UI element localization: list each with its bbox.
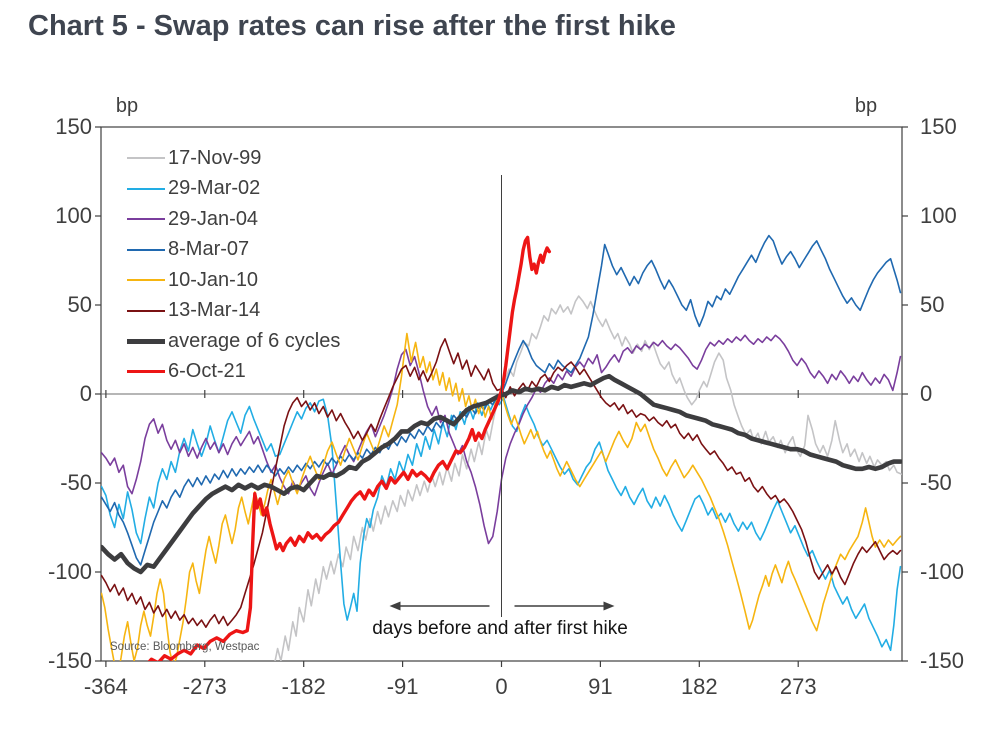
before-after-arrows: [389, 601, 615, 611]
legend-label: 10-Jan-10: [168, 268, 259, 291]
y-tick-label-left: 50: [67, 292, 92, 317]
x-tick-label: -364: [83, 674, 128, 699]
x-tick-label: 0: [495, 674, 508, 699]
y-tick-label-right: -50: [920, 470, 952, 495]
legend-swatch: [127, 309, 165, 312]
series-line-6-Oct-21: [147, 235, 551, 661]
legend-swatch: [127, 187, 165, 190]
axis-ticks: [95, 126, 908, 667]
y-tick-label-right: -150: [920, 648, 965, 673]
legend-swatch: [127, 218, 165, 220]
source-note: Source: Bloomberg, Westpac: [110, 641, 260, 653]
y-axis-unit-left: bp: [115, 95, 139, 117]
legend-label: 8-Mar-07: [168, 238, 250, 260]
legend-label: 17-Nov-99: [168, 146, 262, 169]
legend-label: 29-Jan-04: [168, 207, 259, 230]
y-axis-unit-right: bp: [854, 95, 878, 117]
y-tick-label-left: -50: [60, 470, 92, 495]
legend-label: 6-Oct-21: [168, 360, 246, 382]
legend-swatch: [127, 248, 165, 251]
y-tick-label-left: -150: [47, 648, 92, 673]
legend-label: 29-Mar-02: [168, 177, 261, 199]
legend-item-10-Jan-10: 10-Jan-10: [127, 267, 258, 293]
y-tick-label-right: 100: [920, 203, 957, 228]
legend-item-29-Mar-02: 29-Mar-02: [127, 176, 260, 202]
series-line-29-Mar-02: [101, 396, 902, 652]
legend-item-29-Jan-04: 29-Jan-04: [127, 206, 258, 232]
legend-label: 13-Mar-14: [168, 299, 261, 321]
y-tick-label-left: 100: [55, 203, 92, 228]
annotation-days-before-after: days before and after first hike: [372, 618, 628, 639]
series-line-8-Mar-07: [101, 234, 902, 566]
legend-swatch: [127, 338, 165, 344]
y-tick-label-right: 50: [920, 292, 945, 317]
x-tick-label: -91: [386, 674, 419, 699]
legend-swatch: [127, 279, 165, 281]
series-line-10-Jan-10: [101, 332, 902, 661]
series-line-17-Nov-99: [274, 295, 902, 661]
series-lines: [101, 234, 902, 661]
series-line-average-of-6-cycles: [101, 373, 902, 575]
legend-item-13-Mar-14: 13-Mar-14: [127, 298, 260, 324]
x-tick-label: 273: [779, 674, 817, 699]
y-tick-label-left: 150: [55, 114, 92, 139]
y-tick-label-left: -100: [47, 559, 92, 584]
x-tick-label: 91: [588, 674, 613, 699]
x-tick-label: -182: [281, 674, 326, 699]
y-tick-label-left: 0: [79, 381, 92, 406]
page-title: Chart 5 - Swap rates can rise after the …: [28, 10, 676, 42]
legend-item-average-of-6-cycles: average of 6 cycles: [127, 328, 340, 354]
legend-swatch: [127, 370, 165, 373]
y-tick-label-right: 150: [920, 114, 957, 139]
legend-swatch: [127, 157, 165, 159]
legend-item-8-Mar-07: 8-Mar-07: [127, 237, 249, 263]
legend-item-6-Oct-21: 6-Oct-21: [127, 359, 246, 385]
y-tick-label-right: 0: [920, 381, 933, 406]
legend-item-17-Nov-99: 17-Nov-99: [127, 145, 261, 171]
x-tick-label: -273: [182, 674, 227, 699]
x-tick-label: 182: [680, 674, 718, 699]
y-tick-label-right: -100: [920, 559, 965, 584]
legend-label: average of 6 cycles: [168, 329, 341, 352]
